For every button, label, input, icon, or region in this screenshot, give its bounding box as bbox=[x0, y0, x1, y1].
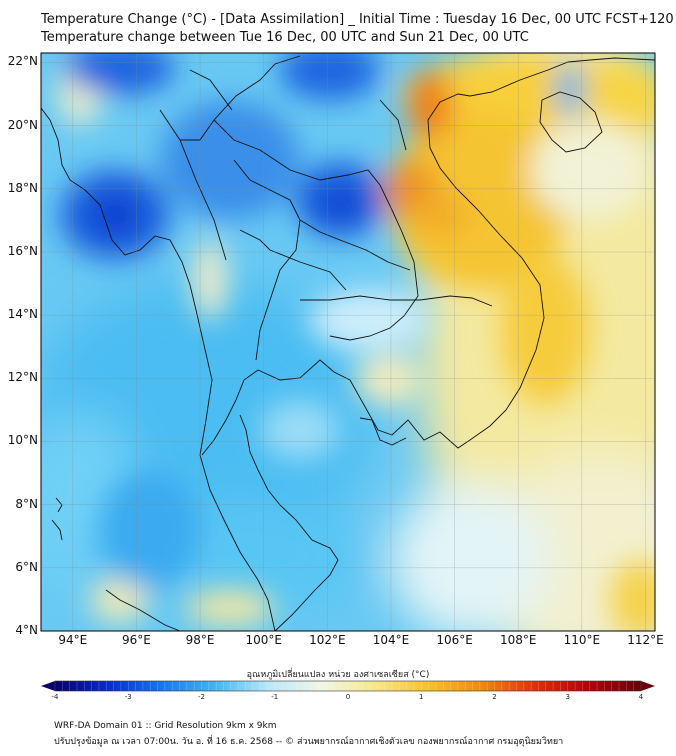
lat-tick-label: 14°N bbox=[7, 307, 38, 322]
lon-tick-label: 102°E bbox=[309, 633, 346, 647]
footer-credit: ปรับปรุงข้อมูล ณ เวลา 07:00น. วัน อ. ที่… bbox=[54, 737, 564, 747]
colorbar-frame bbox=[54, 680, 642, 692]
lat-tick-label: 22°N bbox=[7, 54, 38, 69]
colorbar-gradient bbox=[55, 681, 641, 691]
map-frame bbox=[40, 52, 656, 632]
lat-tick-label: 6°N bbox=[15, 559, 38, 574]
lon-tick-label: 110°E bbox=[563, 633, 601, 647]
lon-tick-label: 108°E bbox=[499, 633, 537, 647]
colorbar-tick-label: -2 bbox=[198, 693, 205, 701]
lat-tick-label: 10°N bbox=[7, 433, 38, 448]
colorbar bbox=[41, 680, 655, 692]
map-title: Temperature Change (°C) - [Data Assimila… bbox=[41, 12, 674, 27]
colorbar-tick-label: 2 bbox=[492, 693, 497, 701]
lon-tick-label: 94°E bbox=[58, 633, 88, 647]
footer-model-info: WRF-DA Domain 01 :: Grid Resolution 9km … bbox=[54, 721, 277, 731]
lon-tick-label: 112°E bbox=[627, 633, 664, 647]
colorbar-title: อุณหภูมิเปลี่ยนแปลง หน่วย องศาเซลเซียส (… bbox=[246, 670, 430, 680]
colorbar-tick-label: -3 bbox=[124, 693, 132, 701]
colorbar-tick-label: -4 bbox=[51, 693, 59, 701]
coastlines-borders bbox=[41, 55, 655, 631]
colorbar-tick-label: 3 bbox=[565, 693, 570, 701]
lat-tick-label: 12°N bbox=[7, 370, 38, 385]
lon-tick-label: 106°E bbox=[436, 633, 473, 647]
lat-tick-label: 16°N bbox=[7, 243, 38, 258]
lon-tick-label: 104°E bbox=[372, 633, 410, 647]
colorbar-tick-label: 0 bbox=[345, 693, 351, 701]
lat-tick-label: 18°N bbox=[7, 180, 38, 195]
lat-tick-label: 8°N bbox=[15, 496, 38, 511]
temperature-field bbox=[41, 53, 655, 631]
colorbar-tick-label: -1 bbox=[271, 693, 279, 701]
map-subtitle: Temperature change between Tue 16 Dec, 0… bbox=[41, 30, 529, 45]
lat-tick-label: 4°N bbox=[15, 623, 38, 637]
lon-tick-label: 96°E bbox=[122, 633, 151, 647]
lon-tick-label: 98°E bbox=[185, 633, 215, 647]
colorbar-max-extend bbox=[641, 681, 655, 691]
colorbar-min-extend bbox=[41, 681, 55, 691]
colorbar-tick-label: 4 bbox=[638, 693, 644, 701]
lat-tick-label: 20°N bbox=[7, 117, 38, 132]
lon-tick-label: 100°E bbox=[245, 633, 282, 647]
colorbar-tick-label: 1 bbox=[419, 693, 424, 701]
